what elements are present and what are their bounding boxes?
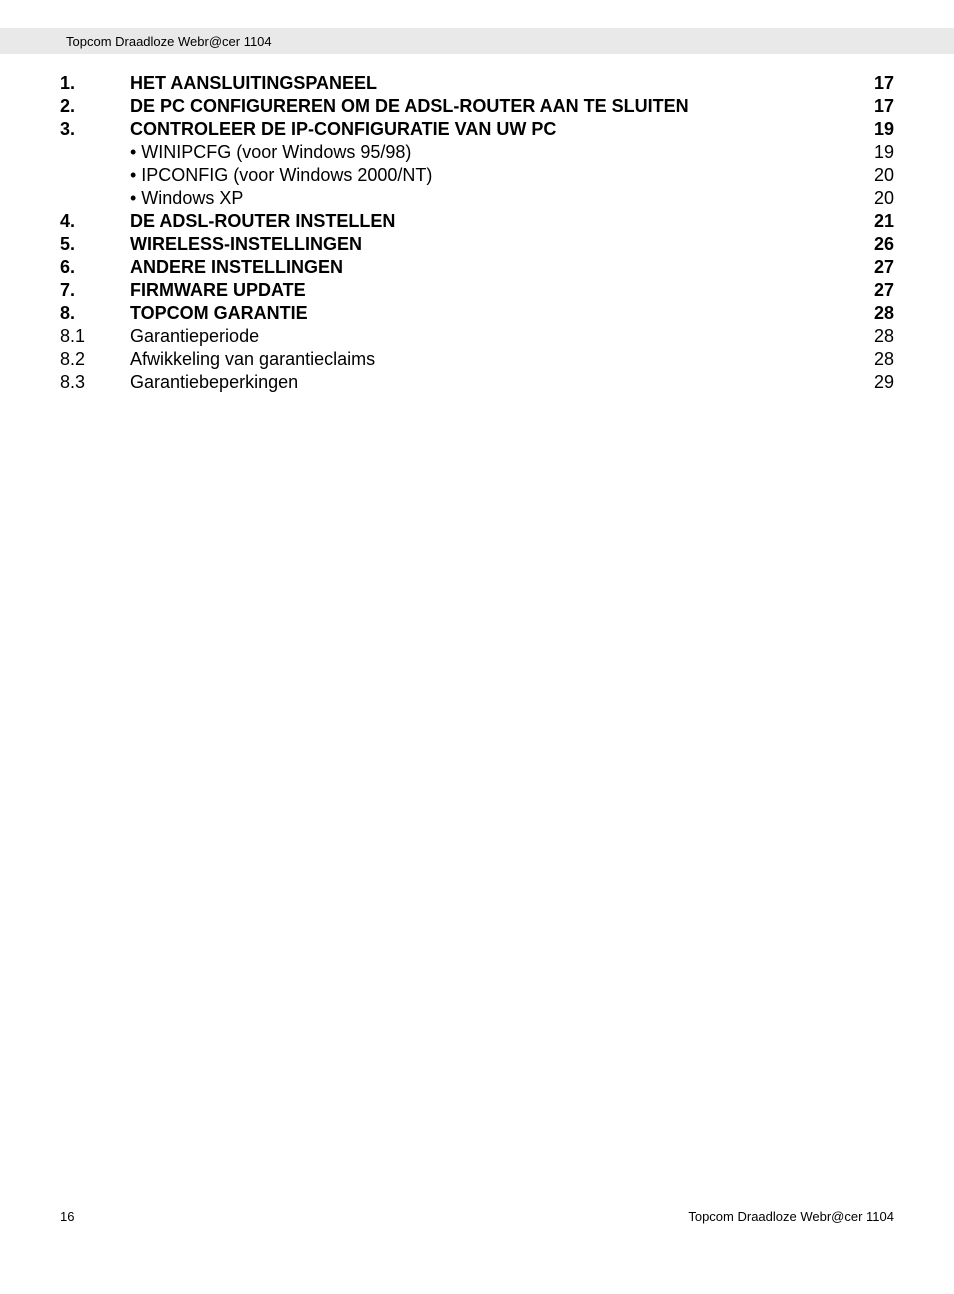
toc-title: DE PC CONFIGUREREN OM DE ADSL-ROUTER AAN… — [130, 95, 854, 118]
toc-title: Garantiebeperkingen — [130, 371, 854, 394]
toc-number: 7. — [60, 279, 130, 302]
toc-number: 8.3 — [60, 371, 130, 394]
toc-row: • WINIPCFG (voor Windows 95/98)19 — [60, 141, 894, 164]
toc-page: 27 — [854, 256, 894, 279]
toc-page: 28 — [854, 348, 894, 371]
toc-row: • Windows XP20 — [60, 187, 894, 210]
toc-row: 8.TOPCOM GARANTIE28 — [60, 302, 894, 325]
footer-page-number: 16 — [60, 1209, 74, 1224]
toc-page: 28 — [854, 325, 894, 348]
toc-title: • IPCONFIG (voor Windows 2000/NT) — [130, 164, 854, 187]
toc-row: 8.1Garantieperiode28 — [60, 325, 894, 348]
toc-page: 27 — [854, 279, 894, 302]
toc-title: ANDERE INSTELLINGEN — [130, 256, 854, 279]
header-title: Topcom Draadloze Webr@cer 1104 — [66, 34, 272, 49]
toc-page: 29 — [854, 371, 894, 394]
toc-title: Garantieperiode — [130, 325, 854, 348]
toc-number: 8.1 — [60, 325, 130, 348]
toc-number: 5. — [60, 233, 130, 256]
toc-title: CONTROLEER DE IP-CONFIGURATIE VAN UW PC — [130, 118, 854, 141]
toc-page: 19 — [854, 141, 894, 164]
toc-page: 26 — [854, 233, 894, 256]
toc-page: 20 — [854, 164, 894, 187]
toc-title: HET AANSLUITINGSPANEEL — [130, 72, 854, 95]
toc-row: 4.DE ADSL-ROUTER INSTELLEN21 — [60, 210, 894, 233]
toc-row: 8.2Afwikkeling van garantieclaims28 — [60, 348, 894, 371]
toc-number: 1. — [60, 72, 130, 95]
toc-row: 7.FIRMWARE UPDATE27 — [60, 279, 894, 302]
toc-title: FIRMWARE UPDATE — [130, 279, 854, 302]
toc-page: 19 — [854, 118, 894, 141]
toc-row: 5.WIRELESS-INSTELLINGEN26 — [60, 233, 894, 256]
toc-row: 2.DE PC CONFIGUREREN OM DE ADSL-ROUTER A… — [60, 95, 894, 118]
toc-title: • Windows XP — [130, 187, 854, 210]
toc-title: • WINIPCFG (voor Windows 95/98) — [130, 141, 854, 164]
toc-title: Afwikkeling van garantieclaims — [130, 348, 854, 371]
toc-title: TOPCOM GARANTIE — [130, 302, 854, 325]
toc-number: 8.2 — [60, 348, 130, 371]
toc-title: DE ADSL-ROUTER INSTELLEN — [130, 210, 854, 233]
toc-number: 8. — [60, 302, 130, 325]
toc-row: 8.3Garantiebeperkingen29 — [60, 371, 894, 394]
toc-page: 21 — [854, 210, 894, 233]
footer: 16 Topcom Draadloze Webr@cer 1104 — [60, 1209, 894, 1224]
footer-product-name: Topcom Draadloze Webr@cer 1104 — [688, 1209, 894, 1224]
toc-number: 2. — [60, 95, 130, 118]
toc-row: • IPCONFIG (voor Windows 2000/NT)20 — [60, 164, 894, 187]
toc-page: 20 — [854, 187, 894, 210]
toc-page: 28 — [854, 302, 894, 325]
toc-number: 3. — [60, 118, 130, 141]
toc-row: 6.ANDERE INSTELLINGEN27 — [60, 256, 894, 279]
toc-number: 6. — [60, 256, 130, 279]
toc-title: WIRELESS-INSTELLINGEN — [130, 233, 854, 256]
toc-row: 1.HET AANSLUITINGSPANEEL17 — [60, 72, 894, 95]
document-page: Topcom Draadloze Webr@cer 1104 1.HET AAN… — [0, 0, 954, 1294]
header-bar: Topcom Draadloze Webr@cer 1104 — [0, 28, 954, 54]
toc-page: 17 — [854, 95, 894, 118]
toc-page: 17 — [854, 72, 894, 95]
toc-row: 3.CONTROLEER DE IP-CONFIGURATIE VAN UW P… — [60, 118, 894, 141]
toc-number: 4. — [60, 210, 130, 233]
table-of-contents: 1.HET AANSLUITINGSPANEEL172.DE PC CONFIG… — [60, 72, 894, 394]
